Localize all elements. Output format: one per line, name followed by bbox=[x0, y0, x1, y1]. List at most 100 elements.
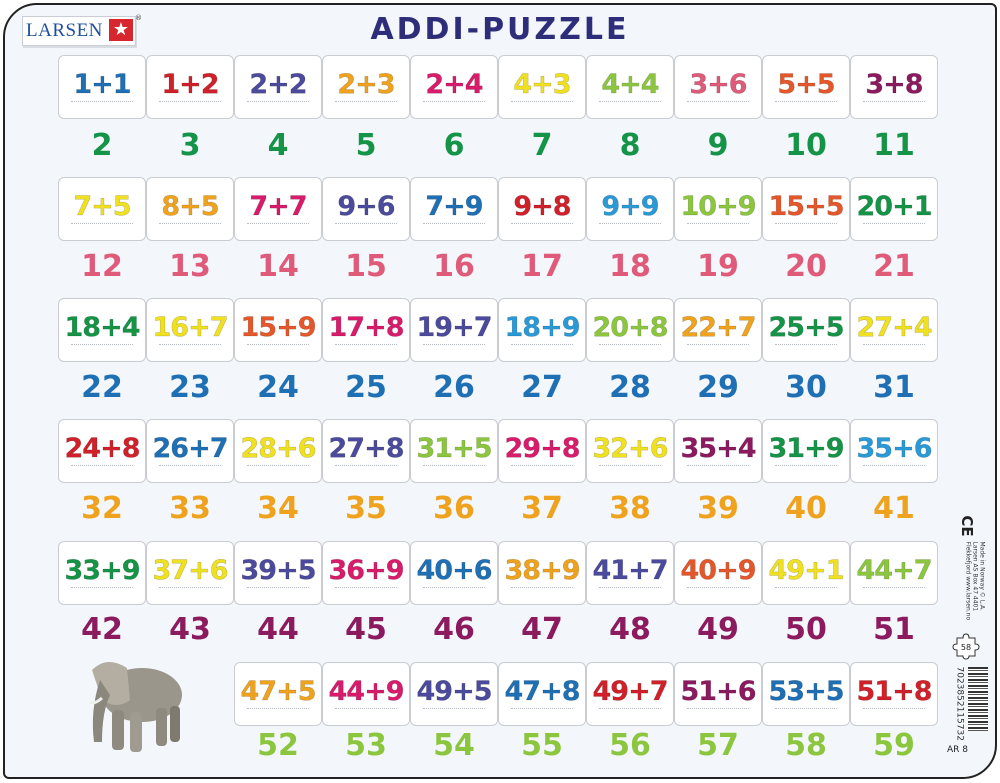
answer-number: 54 bbox=[433, 728, 475, 763]
puzzle-piece[interactable]: 8+5 bbox=[146, 177, 234, 241]
puzzle-piece[interactable]: 3+6 bbox=[674, 55, 762, 119]
puzzle-piece[interactable]: 49+1 bbox=[762, 541, 850, 605]
puzzle-piece[interactable]: 19+7 bbox=[410, 298, 498, 362]
puzzle-piece[interactable]: 31+9 bbox=[762, 419, 850, 483]
puzzle-piece[interactable]: 31+5 bbox=[410, 419, 498, 483]
puzzle-piece[interactable]: 9+8 bbox=[498, 177, 586, 241]
puzzle-piece[interactable]: 38+9 bbox=[498, 541, 586, 605]
equation-text: 4+3 bbox=[513, 69, 572, 101]
equation-text: 41+7 bbox=[592, 555, 668, 587]
puzzle-piece[interactable]: 47+5 bbox=[234, 662, 322, 726]
equation-text: 9+8 bbox=[513, 191, 572, 223]
answer-number: 6 bbox=[443, 128, 465, 163]
puzzle-piece[interactable]: 44+9 bbox=[322, 662, 410, 726]
puzzle-piece[interactable]: 40+9 bbox=[674, 541, 762, 605]
puzzle-piece[interactable]: 29+8 bbox=[498, 419, 586, 483]
answer-number: 23 bbox=[169, 370, 211, 405]
equation-text: 31+5 bbox=[416, 433, 492, 465]
answer-number: 27 bbox=[521, 370, 563, 405]
answer-number: 8 bbox=[619, 128, 641, 163]
answer-number: 3 bbox=[179, 128, 201, 163]
answer-number: 9 bbox=[707, 128, 729, 163]
equation-text: 18+4 bbox=[64, 312, 140, 344]
puzzle-piece[interactable]: 25+5 bbox=[762, 298, 850, 362]
equation-text: 4+4 bbox=[601, 69, 660, 101]
equation-text: 49+5 bbox=[416, 676, 492, 708]
puzzle-piece[interactable]: 28+6 bbox=[234, 419, 322, 483]
puzzle-piece[interactable]: 9+6 bbox=[322, 177, 410, 241]
answer-number: 36 bbox=[433, 491, 475, 526]
answer-number: 58 bbox=[785, 728, 827, 763]
equation-text: 1+2 bbox=[161, 69, 220, 101]
puzzle-piece[interactable]: 10+9 bbox=[674, 177, 762, 241]
product-code: AR 8 bbox=[947, 745, 968, 755]
answer-number: 26 bbox=[433, 370, 475, 405]
puzzle-piece[interactable]: 44+7 bbox=[850, 541, 938, 605]
puzzle-piece[interactable]: 26+7 bbox=[146, 419, 234, 483]
equation-text: 15+5 bbox=[768, 191, 844, 223]
puzzle-piece[interactable]: 37+6 bbox=[146, 541, 234, 605]
puzzle-piece[interactable]: 1+2 bbox=[146, 55, 234, 119]
puzzle-piece[interactable]: 18+4 bbox=[58, 298, 146, 362]
puzzle-piece[interactable]: 22+7 bbox=[674, 298, 762, 362]
equation-text: 40+9 bbox=[680, 555, 756, 587]
page-title: ADDI-PUZZLE bbox=[370, 12, 630, 47]
answer-number: 20 bbox=[785, 249, 827, 284]
puzzle-piece[interactable]: 35+6 bbox=[850, 419, 938, 483]
puzzle-piece[interactable]: 24+8 bbox=[58, 419, 146, 483]
equation-text: 3+8 bbox=[865, 69, 924, 101]
puzzle-piece[interactable]: 27+8 bbox=[322, 419, 410, 483]
puzzle-piece[interactable]: 2+4 bbox=[410, 55, 498, 119]
puzzle-piece[interactable]: 7+9 bbox=[410, 177, 498, 241]
puzzle-piece[interactable]: 49+7 bbox=[586, 662, 674, 726]
puzzle-piece[interactable]: 41+7 bbox=[586, 541, 674, 605]
puzzle-piece[interactable]: 7+5 bbox=[58, 177, 146, 241]
answer-number: 15 bbox=[345, 249, 387, 284]
puzzle-piece[interactable]: 5+5 bbox=[762, 55, 850, 119]
answer-number: 30 bbox=[785, 370, 827, 405]
puzzle-piece[interactable]: 51+6 bbox=[674, 662, 762, 726]
equation-text: 22+7 bbox=[680, 312, 756, 344]
puzzle-piece[interactable]: 53+5 bbox=[762, 662, 850, 726]
elephant-image bbox=[89, 661, 182, 752]
puzzle-piece[interactable]: 9+9 bbox=[586, 177, 674, 241]
puzzle-piece[interactable]: 4+4 bbox=[586, 55, 674, 119]
puzzle-piece[interactable]: 49+5 bbox=[410, 662, 498, 726]
barcode-number: 7023852115732 bbox=[954, 666, 965, 741]
equation-text: 24+8 bbox=[64, 433, 140, 465]
puzzle-piece[interactable]: 2+2 bbox=[234, 55, 322, 119]
puzzle-piece[interactable]: 51+8 bbox=[850, 662, 938, 726]
puzzle-piece[interactable]: 35+4 bbox=[674, 419, 762, 483]
answer-number: 43 bbox=[169, 612, 211, 647]
puzzle-piece[interactable]: 7+7 bbox=[234, 177, 322, 241]
answer-number: 14 bbox=[257, 249, 299, 284]
equation-text: 5+5 bbox=[777, 69, 836, 101]
puzzle-piece[interactable]: 40+6 bbox=[410, 541, 498, 605]
answer-number: 16 bbox=[433, 249, 475, 284]
puzzle-piece[interactable]: 20+8 bbox=[586, 298, 674, 362]
answer-number: 38 bbox=[609, 491, 651, 526]
puzzle-piece[interactable]: 16+7 bbox=[146, 298, 234, 362]
equation-text: 27+4 bbox=[856, 312, 932, 344]
puzzle-piece[interactable]: 39+5 bbox=[234, 541, 322, 605]
puzzle-piece[interactable]: 32+6 bbox=[586, 419, 674, 483]
equation-text: 36+9 bbox=[328, 555, 404, 587]
puzzle-piece[interactable]: 17+8 bbox=[322, 298, 410, 362]
puzzle-piece[interactable]: 20+1 bbox=[850, 177, 938, 241]
puzzle-piece[interactable]: 27+4 bbox=[850, 298, 938, 362]
puzzle-piece[interactable]: 15+5 bbox=[762, 177, 850, 241]
puzzle-piece[interactable]: 2+3 bbox=[322, 55, 410, 119]
puzzle-piece[interactable]: 1+1 bbox=[58, 55, 146, 119]
puzzle-piece[interactable]: 3+8 bbox=[850, 55, 938, 119]
puzzle-piece[interactable]: 15+9 bbox=[234, 298, 322, 362]
puzzle-piece[interactable]: 36+9 bbox=[322, 541, 410, 605]
answer-number: 40 bbox=[785, 491, 827, 526]
equation-text: 35+4 bbox=[680, 433, 756, 465]
puzzle-piece[interactable]: 33+9 bbox=[58, 541, 146, 605]
puzzle-piece[interactable]: 18+9 bbox=[498, 298, 586, 362]
puzzle-piece[interactable]: 4+3 bbox=[498, 55, 586, 119]
equation-text: 26+7 bbox=[152, 433, 228, 465]
puzzle-piece[interactable]: 47+8 bbox=[498, 662, 586, 726]
answer-number: 55 bbox=[521, 728, 563, 763]
larsen-logo: LARSEN ★ bbox=[22, 16, 136, 46]
